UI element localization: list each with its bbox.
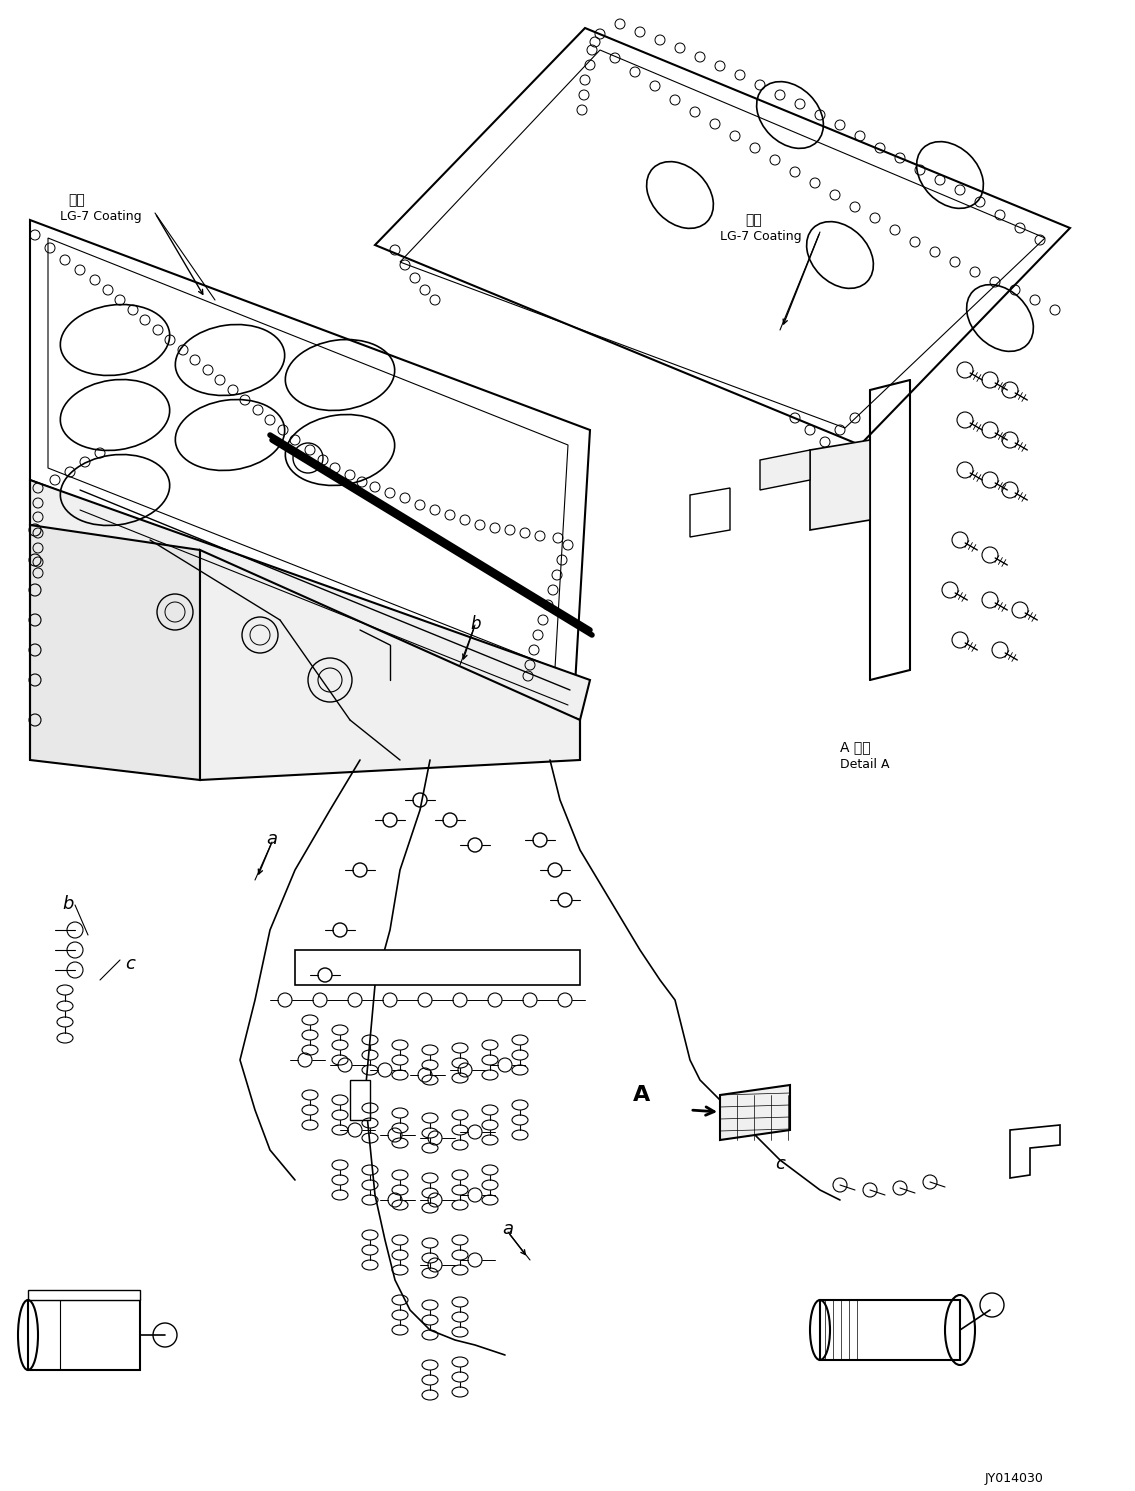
Text: A: A	[632, 1085, 650, 1105]
Polygon shape	[819, 1300, 960, 1360]
Polygon shape	[810, 440, 871, 529]
Polygon shape	[690, 488, 730, 537]
Polygon shape	[28, 1290, 140, 1300]
Polygon shape	[200, 550, 580, 780]
Polygon shape	[760, 450, 810, 491]
Text: a: a	[503, 1220, 513, 1238]
Text: c: c	[775, 1156, 785, 1173]
Polygon shape	[30, 221, 590, 684]
Text: b: b	[62, 895, 74, 912]
Polygon shape	[1010, 1126, 1060, 1178]
Polygon shape	[295, 950, 580, 986]
Text: b: b	[470, 614, 480, 634]
Text: LG-7 Coating: LG-7 Coating	[720, 230, 801, 243]
Polygon shape	[30, 480, 590, 720]
Text: 塗布: 塗布	[68, 192, 85, 207]
Text: c: c	[125, 956, 135, 974]
Text: JY014030: JY014030	[985, 1472, 1044, 1485]
Text: 塗布: 塗布	[745, 213, 762, 227]
Polygon shape	[30, 525, 200, 780]
Text: Detail A: Detail A	[840, 757, 890, 771]
Text: a: a	[267, 830, 277, 848]
Polygon shape	[375, 28, 1070, 444]
Polygon shape	[28, 1300, 140, 1370]
Text: LG-7 Coating: LG-7 Coating	[60, 210, 142, 224]
Polygon shape	[350, 1079, 370, 1120]
Polygon shape	[720, 1085, 790, 1141]
Text: A 詳細: A 詳細	[840, 740, 871, 754]
